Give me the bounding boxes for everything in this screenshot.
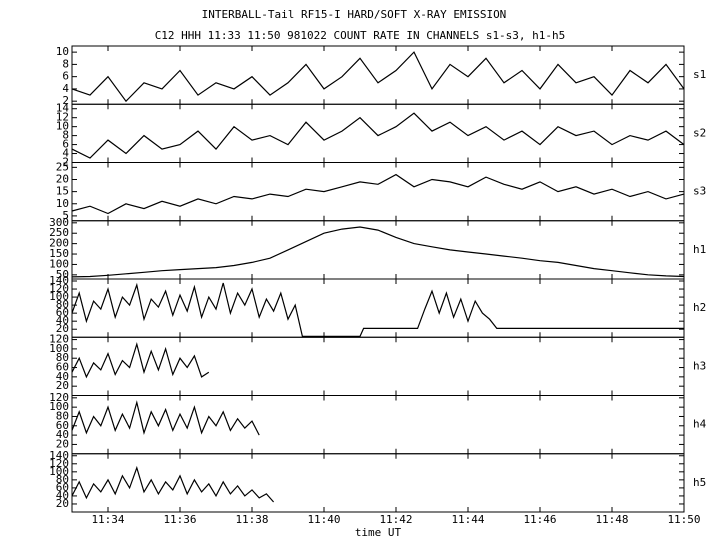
panel-label: h3	[693, 359, 706, 372]
y-tick-label: 6	[62, 70, 69, 83]
panel-frame	[71, 453, 685, 513]
y-tick-label: 100	[49, 400, 69, 413]
y-tick-label: 100	[49, 257, 69, 270]
y-tick-label: 120	[49, 333, 69, 346]
panel-label: h5	[693, 476, 706, 489]
y-tick-label: 80	[56, 298, 69, 311]
x-tick-label: 11:38	[235, 513, 268, 526]
y-tick-label: 40	[56, 370, 69, 383]
y-tick-label: 140	[49, 449, 69, 462]
y-tick-label: 100	[49, 290, 69, 303]
x-axis-label: time UT	[355, 526, 402, 539]
y-tick-label: 12	[56, 111, 69, 124]
x-tick-label: 11:34	[91, 513, 124, 526]
x-tick-label: 11:46	[523, 513, 556, 526]
y-tick-label: 50	[56, 268, 69, 281]
y-tick-label: 14	[56, 102, 70, 115]
y-tick-label: 6	[62, 138, 69, 151]
panel-frame	[71, 45, 685, 105]
panel-label: h1	[693, 243, 706, 256]
panel-frame	[71, 395, 685, 455]
x-tick-label: 11:50	[667, 513, 700, 526]
y-tick-label: 10	[56, 197, 69, 210]
x-tick-label: 11:40	[307, 513, 340, 526]
data-line	[71, 112, 685, 159]
y-tick-label: 20	[56, 437, 69, 450]
data-line	[71, 51, 685, 103]
y-tick-label: 10	[56, 45, 69, 58]
y-tick-label: 250	[49, 226, 69, 239]
x-tick-label: 11:44	[451, 513, 484, 526]
data-line	[71, 341, 210, 379]
panel-frame	[71, 336, 685, 396]
panel-label: h2	[693, 301, 706, 314]
data-line	[71, 173, 685, 215]
y-tick-label: 100	[49, 465, 69, 478]
y-tick-label: 4	[62, 82, 69, 95]
chart-subtitle: C12 HHH 11:33 11:50 981022 COUNT RATE IN…	[155, 29, 566, 42]
data-line	[71, 465, 275, 503]
y-tick-label: 25	[56, 160, 69, 173]
y-tick-label: 60	[56, 361, 69, 374]
data-line	[71, 226, 685, 278]
y-tick-label: 140	[49, 274, 69, 287]
y-tick-label: 20	[56, 497, 69, 510]
y-tick-label: 5	[62, 209, 69, 222]
y-tick-label: 15	[56, 185, 69, 198]
y-tick-label: 40	[56, 428, 69, 441]
y-tick-label: 8	[62, 57, 69, 70]
x-tick-label: 11:42	[379, 513, 412, 526]
x-tick-label: 11:48	[595, 513, 628, 526]
y-tick-label: 60	[56, 481, 69, 494]
y-tick-label: 80	[56, 409, 69, 422]
panel-label: h4	[693, 418, 707, 431]
y-tick-label: 20	[56, 379, 69, 392]
y-tick-label: 100	[49, 342, 69, 355]
y-tick-label: 120	[49, 457, 69, 470]
y-tick-label: 120	[49, 391, 69, 404]
panel-frame	[71, 162, 685, 222]
y-tick-label: 80	[56, 473, 69, 486]
y-tick-label: 10	[56, 120, 69, 133]
chart-title: INTERBALL-Tail RF15-I HARD/SOFT X-RAY EM…	[202, 8, 507, 21]
y-tick-label: 60	[56, 419, 69, 432]
y-tick-label: 300	[49, 216, 69, 229]
y-tick-label: 4	[62, 147, 69, 160]
y-tick-label: 2	[62, 94, 69, 107]
panel-label: s1	[693, 68, 706, 81]
y-tick-label: 80	[56, 351, 69, 364]
x-tick-label: 11:36	[163, 513, 196, 526]
y-tick-label: 8	[62, 129, 69, 142]
panel-frame	[71, 103, 685, 163]
y-tick-label: 60	[56, 306, 69, 319]
y-tick-label: 20	[56, 172, 69, 185]
panel-label: s3	[693, 185, 706, 198]
data-line	[71, 400, 260, 436]
y-tick-label: 40	[56, 314, 69, 327]
y-tick-label: 120	[49, 282, 69, 295]
y-tick-label: 200	[49, 237, 69, 250]
panel-label: s2	[693, 126, 706, 139]
y-tick-label: 40	[56, 489, 69, 502]
y-tick-label: 150	[49, 247, 69, 260]
y-tick-label: 2	[62, 156, 69, 169]
data-line	[71, 282, 684, 337]
y-tick-label: 20	[56, 322, 69, 335]
